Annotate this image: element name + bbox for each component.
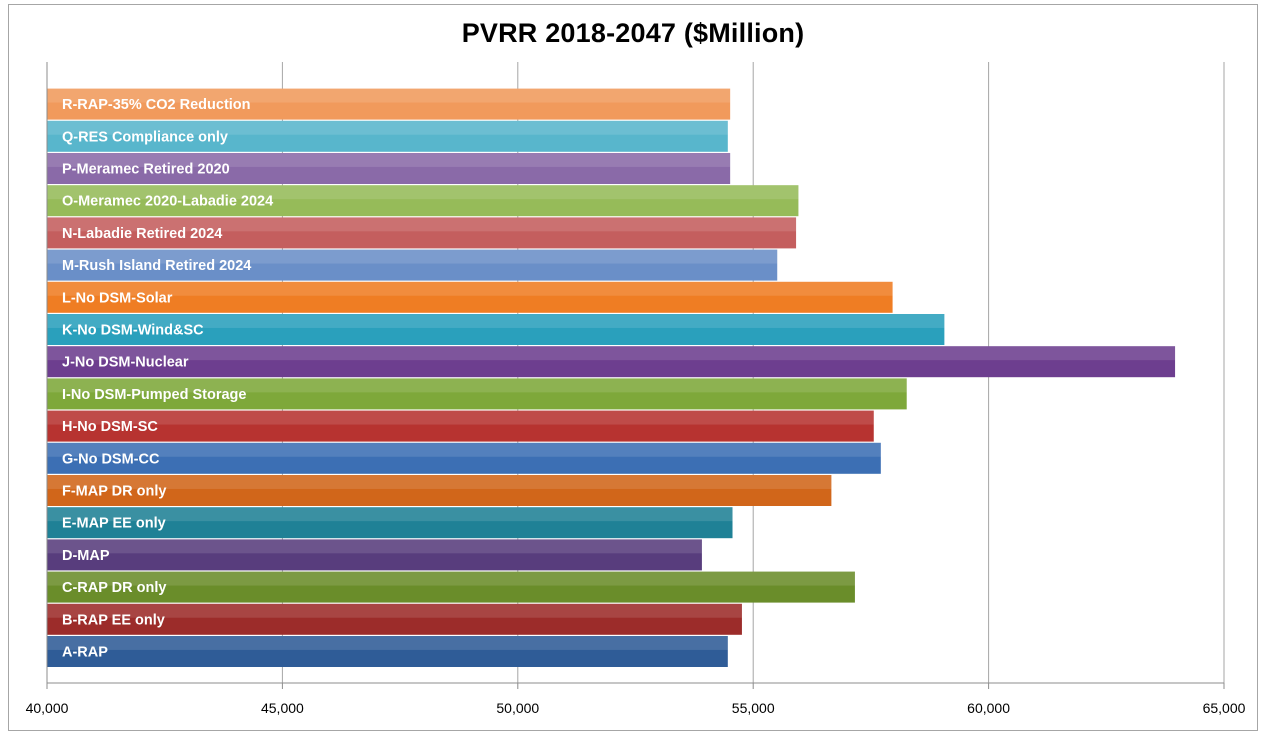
bar-category-label: J-No DSM-Nuclear bbox=[62, 355, 189, 371]
bar-highlight bbox=[47, 249, 778, 264]
bar-group: H-No DSM-SC bbox=[47, 410, 874, 442]
bar-category-label: Q-RES Compliance only bbox=[62, 129, 228, 145]
bars: A-RAP B-RAP EE only C-RAP DR only D-MAP E-MA… bbox=[47, 88, 1176, 667]
bar bbox=[47, 410, 874, 442]
bar-category-label: R-RAP-35% CO2 Reduction bbox=[62, 97, 251, 113]
bar-group: G-No DSM-CC bbox=[47, 442, 881, 474]
bar bbox=[47, 217, 797, 249]
bar-group: N-Labadie Retired 2024 bbox=[47, 217, 797, 249]
bar-category-label: B-RAP EE only bbox=[62, 612, 165, 628]
bar bbox=[47, 475, 832, 506]
bar-category-label: H-No DSM-SC bbox=[62, 419, 158, 435]
bar bbox=[47, 442, 881, 474]
bar-category-label: C-RAP DR only bbox=[62, 580, 166, 596]
bar-group: O-Meramec 2020-Labadie 2024 bbox=[47, 185, 799, 217]
bar-group: P-Meramec Retired 2020 bbox=[47, 153, 731, 184]
x-tick-label: 45,000 bbox=[261, 700, 304, 716]
bar-highlight bbox=[47, 217, 797, 232]
x-tick-label: 50,000 bbox=[496, 700, 539, 716]
bar-group: D-MAP bbox=[47, 539, 702, 571]
bar bbox=[47, 346, 1176, 378]
bar-category-label: D-MAP bbox=[62, 548, 110, 564]
bar-highlight bbox=[47, 281, 893, 296]
bar-category-label: A-RAP bbox=[62, 645, 108, 661]
bar-highlight bbox=[47, 314, 945, 328]
bar-highlight bbox=[47, 120, 728, 135]
bar bbox=[47, 539, 702, 571]
bar-category-label: M-Rush Island Retired 2024 bbox=[62, 258, 251, 274]
bar bbox=[47, 120, 728, 152]
bar-group: E-MAP EE only bbox=[47, 507, 733, 539]
bar-category-label: E-MAP EE only bbox=[62, 516, 166, 532]
bar bbox=[47, 507, 733, 539]
bar-category-label: K-No DSM-Wind&SC bbox=[62, 323, 204, 339]
bar-group: K-No DSM-Wind&SC bbox=[47, 314, 945, 345]
bar-highlight bbox=[47, 475, 832, 489]
bar-highlight bbox=[47, 346, 1176, 361]
bar-highlight bbox=[47, 153, 731, 167]
bar-highlight bbox=[47, 507, 733, 522]
bar bbox=[47, 636, 728, 667]
bar-group: I-No DSM-Pumped Storage bbox=[47, 378, 907, 410]
x-tick-label: 60,000 bbox=[967, 700, 1010, 716]
bar-group: B-RAP EE only bbox=[47, 603, 742, 635]
bar bbox=[47, 603, 742, 635]
bar-group: F-MAP DR only bbox=[47, 475, 832, 506]
x-tick-label: 55,000 bbox=[732, 700, 775, 716]
bar-category-label: P-Meramec Retired 2020 bbox=[62, 162, 230, 178]
bar-category-label: L-No DSM-Solar bbox=[62, 290, 173, 306]
bar-highlight bbox=[47, 636, 728, 650]
bar-category-label: O-Meramec 2020-Labadie 2024 bbox=[62, 194, 273, 210]
bar-group: J-No DSM-Nuclear bbox=[47, 346, 1176, 378]
x-tick-label: 40,000 bbox=[26, 700, 69, 716]
bar bbox=[47, 314, 945, 345]
bar-highlight bbox=[47, 539, 702, 554]
bar-highlight bbox=[47, 410, 874, 425]
bar-group: L-No DSM-Solar bbox=[47, 281, 893, 313]
bar bbox=[47, 88, 731, 120]
bar-category-label: G-No DSM-CC bbox=[62, 451, 160, 467]
chart-title: PVRR 2018-2047 ($Million) bbox=[461, 18, 805, 48]
bar bbox=[47, 185, 799, 217]
bar-highlight bbox=[47, 442, 881, 457]
bar-highlight bbox=[47, 603, 742, 618]
bar bbox=[47, 571, 855, 603]
bar-highlight bbox=[47, 378, 907, 393]
bar-group: C-RAP DR only bbox=[47, 571, 855, 603]
bar-group: A-RAP bbox=[47, 636, 728, 667]
bar-highlight bbox=[47, 571, 855, 586]
bar bbox=[47, 153, 731, 184]
bar-category-label: N-Labadie Retired 2024 bbox=[62, 226, 222, 242]
bar-group: M-Rush Island Retired 2024 bbox=[47, 249, 778, 281]
x-axis: 40,000 45,000 50,000 55,000 60,000 65,000 bbox=[26, 682, 1246, 716]
x-tick-label: 65,000 bbox=[1203, 700, 1246, 716]
bar bbox=[47, 249, 778, 281]
bar-group: Q-RES Compliance only bbox=[47, 120, 728, 152]
bar bbox=[47, 281, 893, 313]
bar bbox=[47, 378, 907, 410]
bar-category-label: I-No DSM-Pumped Storage bbox=[62, 387, 246, 403]
bar-category-label: F-MAP DR only bbox=[62, 484, 166, 500]
bar-group: R-RAP-35% CO2 Reduction bbox=[47, 88, 731, 120]
bar-highlight bbox=[47, 185, 799, 200]
bar-highlight bbox=[47, 88, 731, 103]
